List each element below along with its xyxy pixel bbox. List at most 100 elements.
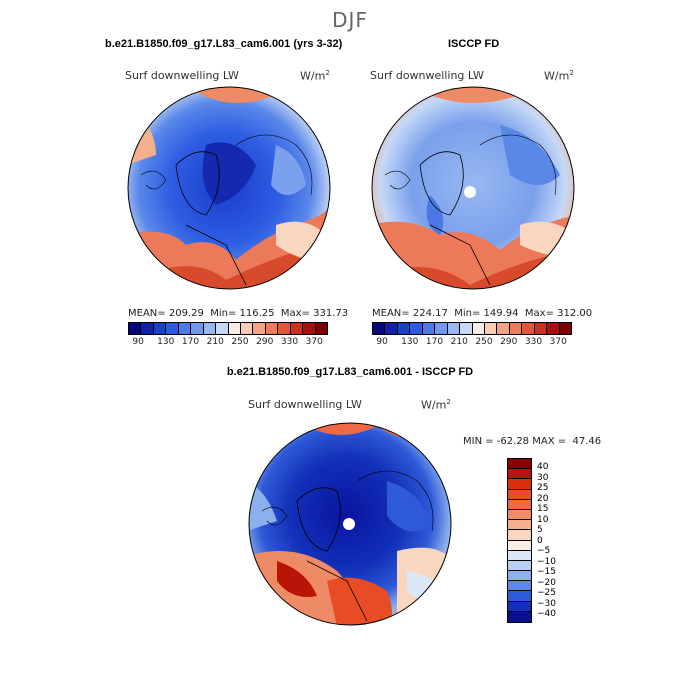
colorbar-swatch [508, 540, 531, 551]
obs-colorbar [372, 322, 572, 335]
diff-pole-mask [343, 518, 355, 530]
colorbar-swatch [216, 323, 229, 334]
colorbar-swatch [508, 489, 531, 500]
colorbar-tick-label: −5 [537, 546, 551, 556]
obs-colorbar-ticks: 90 130 170 210 250 290 330 370 [372, 337, 570, 349]
model-stats: MEAN= 209.29 Min= 116.25 Max= 331.73 [128, 308, 349, 319]
colorbar-tick-label: 290 [256, 337, 274, 347]
colorbar-tick-label: −10 [537, 556, 556, 567]
colorbar-tick-label: 130 [157, 337, 175, 347]
colorbar-swatch [508, 469, 531, 480]
colorbar-tick-label: 5 [537, 525, 543, 535]
obs-variable-label: Surf downwelling LW [370, 69, 484, 82]
figure-title: DJF [332, 8, 368, 32]
obs-pole-mask [464, 186, 476, 198]
colorbar-tick-label: 130 [401, 337, 419, 347]
colorbar-swatch [508, 530, 531, 541]
colorbar-swatch [509, 323, 523, 334]
colorbar-swatch [240, 323, 254, 334]
colorbar-tick-label: 20 [537, 493, 549, 504]
colorbar-swatch [497, 323, 510, 334]
model-variable-label: Surf downwelling LW [125, 69, 239, 82]
colorbar-tick-label: −40 [537, 609, 556, 619]
colorbar-swatch [397, 323, 411, 334]
colorbar-tick-label: 90 [132, 337, 144, 347]
obs-polar-map [371, 86, 575, 290]
colorbar-tick-label: 250 [475, 337, 493, 347]
colorbar-tick-label: 25 [537, 483, 549, 493]
colorbar-swatch [534, 323, 548, 334]
colorbar-swatch [278, 323, 291, 334]
colorbar-swatch [410, 323, 423, 334]
diff-units-label: W/m2 [421, 398, 451, 412]
colorbar-swatch [472, 323, 485, 334]
colorbar-swatch [508, 479, 531, 490]
colorbar-swatch [508, 591, 531, 602]
model-panel-title: b.e21.B1850.f09_g17.L83_cam6.001 (yrs 3-… [105, 38, 343, 50]
model-colorbar-ticks: 90 130 170 210 250 290 330 370 [128, 337, 326, 349]
diff-colorbar [507, 458, 532, 623]
colorbar-tick-label: 370 [549, 337, 567, 347]
colorbar-tick-label: −30 [537, 598, 556, 609]
colorbar-tick-label: 210 [206, 337, 224, 347]
obs-stats: MEAN= 224.17 Min= 149.94 Max= 312.00 [372, 308, 593, 319]
colorbar-swatch [508, 499, 531, 510]
colorbar-swatch [559, 323, 571, 334]
diff-colorbar-ticks: 40 30 25 20 15 10 5 0 −5 −10 −15 −20 −25 −30 −40 [537, 462, 556, 620]
colorbar-tick-label: 210 [450, 337, 468, 347]
colorbar-swatch [203, 323, 217, 334]
colorbar-swatch [422, 323, 436, 334]
colorbar-swatch [129, 323, 142, 334]
colorbar-tick-label: 370 [305, 337, 323, 347]
model-colorbar [128, 322, 328, 335]
diff-polar-map [248, 422, 452, 626]
colorbar-swatch [153, 323, 167, 334]
colorbar-tick-label: 15 [537, 504, 549, 514]
colorbar-swatch [166, 323, 179, 334]
colorbar-swatch [460, 323, 473, 334]
colorbar-tick-label: 30 [537, 472, 549, 483]
colorbar-tick-label: 90 [376, 337, 388, 347]
colorbar-swatch [141, 323, 154, 334]
colorbar-swatch [253, 323, 266, 334]
colorbar-swatch [435, 323, 448, 334]
colorbar-swatch [265, 323, 279, 334]
colorbar-swatch [484, 323, 498, 334]
colorbar-tick-label: 250 [231, 337, 249, 347]
colorbar-swatch [508, 571, 531, 582]
colorbar-swatch [315, 323, 327, 334]
obs-panel-title: ISCCP FD [448, 38, 500, 50]
colorbar-tick-label: −25 [537, 588, 556, 598]
obs-units-label: W/m2 [544, 69, 574, 83]
colorbar-swatch [373, 323, 386, 334]
model-polar-map [127, 86, 331, 290]
colorbar-tick-label: 170 [181, 337, 200, 347]
colorbar-swatch [178, 323, 192, 334]
colorbar-swatch [385, 323, 398, 334]
colorbar-swatch [228, 323, 241, 334]
diff-minmax: MIN = -62.28 MAX = 47.46 [463, 436, 602, 447]
model-units-label: W/m2 [300, 69, 330, 83]
colorbar-swatch [191, 323, 204, 334]
colorbar-tick-label: 290 [500, 337, 518, 347]
colorbar-swatch [508, 611, 531, 622]
colorbar-swatch [547, 323, 560, 334]
colorbar-tick-label: 0 [537, 535, 543, 546]
colorbar-tick-label: 330 [524, 337, 543, 347]
colorbar-tick-label: 10 [537, 514, 549, 525]
colorbar-tick-label: 330 [280, 337, 299, 347]
colorbar-tick-label: 170 [425, 337, 444, 347]
colorbar-swatch [447, 323, 461, 334]
colorbar-swatch [303, 323, 316, 334]
colorbar-swatch [508, 601, 531, 612]
colorbar-tick-label: −15 [537, 567, 556, 577]
colorbar-swatch [508, 560, 531, 572]
colorbar-swatch [508, 520, 531, 531]
colorbar-tick-label: 40 [537, 462, 549, 472]
diff-panel-title: b.e21.B1850.f09_g17.L83_cam6.001 - ISCCP… [226, 366, 474, 378]
colorbar-swatch [290, 323, 304, 334]
diff-variable-label: Surf downwelling LW [248, 398, 362, 411]
colorbar-swatch [508, 550, 531, 561]
colorbar-swatch [508, 581, 531, 592]
colorbar-swatch [522, 323, 535, 334]
